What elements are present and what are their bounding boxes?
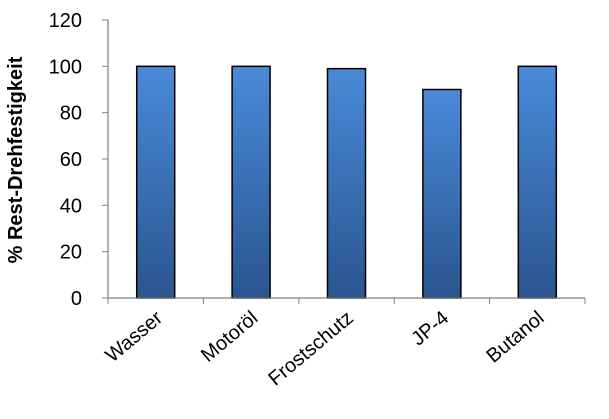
y-tick-label: 80 bbox=[60, 103, 82, 125]
x-tick-label: Butanol bbox=[482, 307, 548, 367]
y-tick-label: 0 bbox=[71, 288, 82, 310]
bar bbox=[326, 67, 367, 299]
y-axis-title: % Rest-Drehfestigkeit bbox=[5, 56, 27, 263]
y-tick-label: 60 bbox=[60, 149, 82, 171]
axes bbox=[107, 20, 585, 299]
x-tick-labels: Wasser Motoröl Frostschutz JP-4 Butanol bbox=[101, 298, 586, 390]
y-tick-label: 120 bbox=[49, 10, 82, 32]
y-tick-labels: 0 20 40 60 80 100 120 bbox=[49, 10, 108, 310]
bar bbox=[231, 65, 271, 299]
x-tick-label: Wasser bbox=[101, 307, 167, 367]
y-tick-label: 100 bbox=[49, 56, 82, 78]
bar bbox=[422, 88, 462, 299]
y-tick-label: 20 bbox=[60, 242, 82, 264]
x-tick-label: Frostschutz bbox=[264, 307, 357, 390]
y-tick-label: 40 bbox=[60, 195, 82, 217]
bars bbox=[135, 65, 558, 299]
bar bbox=[135, 65, 176, 299]
x-tick-label: Motoröl bbox=[197, 307, 262, 367]
bar bbox=[517, 65, 558, 299]
x-tick-label: JP-4 bbox=[407, 307, 453, 350]
